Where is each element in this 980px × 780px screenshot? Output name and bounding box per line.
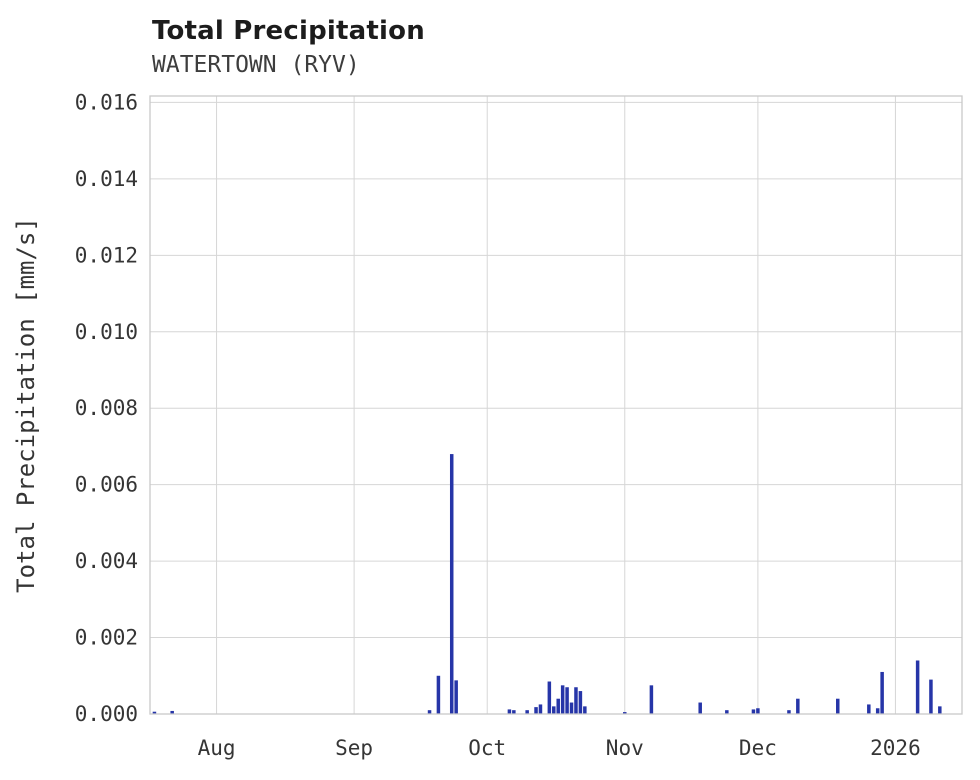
precip-bar [725,710,729,714]
y-tick-label: 0.008 [75,396,138,420]
chart-subtitle: WATERTOWN (RYV) [152,52,360,78]
precip-bar [170,710,174,714]
precip-bar [565,687,569,714]
precip-bar [560,685,565,714]
precip-bar [525,710,529,714]
precip-bar [574,687,578,714]
precip-bar [751,709,756,714]
x-tick-label: 2026 [870,736,921,760]
x-tick-label: Aug [198,736,236,760]
precip-bar [796,698,800,714]
y-tick-label: 0.004 [75,549,138,573]
precip-bar [649,685,654,714]
plot-border [149,95,963,715]
precip-bar [938,706,942,714]
precip-bar [867,704,871,714]
precip-bar [756,708,760,714]
precip-bar [875,708,880,714]
x-tick-label: Oct [468,736,506,760]
precip-bar [534,707,538,714]
precip-bar [507,709,512,714]
precip-bar [454,680,458,714]
y-axis-label: Total Precipitation [mm/s] [12,217,40,593]
precip-bar [880,671,884,714]
precip-bar [552,706,556,714]
precip-bar [787,710,791,714]
x-tick-label: Dec [739,736,777,760]
precip-bar [623,712,627,714]
y-tick-label: 0.016 [75,90,138,114]
y-tick-label: 0.002 [75,626,138,650]
precip-bar [436,675,441,714]
precip-bar [836,698,840,714]
precip-bar [512,710,516,714]
y-tick-label: 0.006 [75,473,138,497]
x-tick-label: Sep [335,736,373,760]
precip-bar [152,711,157,714]
precip-bar [698,702,702,714]
precip-bar [538,704,543,714]
y-tick-label: 0.014 [75,167,138,191]
precip-bar [929,679,933,714]
precip-bar [583,706,587,714]
precip-bar [556,698,560,714]
precip-bar [915,660,920,714]
y-tick-label: 0.010 [75,320,138,344]
x-tick-label: Nov [606,736,644,760]
y-tick-label: 0.000 [75,702,138,726]
precip-bar [547,681,552,714]
y-tick-label: 0.012 [75,243,138,267]
chart-title: Total Precipitation [152,16,425,46]
precip-bar [578,691,583,714]
precip-bar [427,710,432,714]
precip-bar [449,454,454,714]
precip-bar [569,702,574,714]
